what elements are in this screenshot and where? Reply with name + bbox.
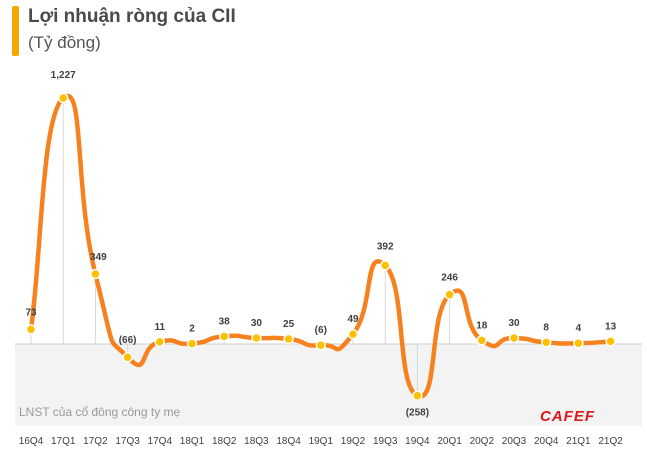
data-label-21Q2: 13 (605, 321, 617, 332)
x-tick-label-18Q1: 18Q1 (180, 436, 205, 447)
data-label-18Q1: 2 (189, 324, 195, 335)
data-point-18Q4 (283, 333, 294, 345)
data-point-19Q4 (412, 390, 423, 401)
x-tick-label-18Q2: 18Q2 (212, 436, 237, 447)
x-tick-label-17Q3: 17Q3 (115, 436, 140, 447)
x-tick-label-18Q3: 18Q3 (244, 436, 269, 447)
negative-area-band (15, 344, 642, 426)
data-label-20Q1: 246 (441, 273, 458, 284)
data-label-20Q4: 8 (543, 322, 549, 333)
data-point-21Q2 (605, 336, 616, 347)
data-label-17Q3: (66) (119, 335, 137, 346)
data-label-19Q1: (6) (315, 325, 327, 336)
x-tick-label-17Q4: 17Q4 (148, 436, 173, 447)
x-tick-label-19Q2: 19Q2 (341, 436, 366, 447)
data-point-19Q3 (379, 260, 391, 271)
chart-title: Lợi nhuận ròng của CII (28, 6, 236, 27)
x-tick-label-17Q1: 17Q1 (51, 436, 76, 447)
data-label-16Q4: 73 (25, 307, 37, 318)
data-label-18Q4: 25 (283, 319, 295, 330)
data-point-18Q1 (186, 338, 198, 349)
title-accent-bar (12, 6, 19, 56)
x-tick-label-20Q3: 20Q3 (502, 436, 527, 447)
data-label-18Q3: 30 (251, 318, 263, 329)
data-label-18Q2: 38 (219, 316, 231, 327)
data-label-19Q2: 49 (347, 314, 359, 325)
data-point-20Q2 (476, 335, 488, 346)
x-tick-label-19Q1: 19Q1 (309, 436, 334, 447)
data-label-17Q1: 1,227 (51, 70, 76, 81)
data-point-16Q4 (25, 324, 37, 335)
data-point-20Q4 (540, 337, 552, 348)
data-point-17Q3 (122, 351, 133, 363)
x-tick-label-20Q1: 20Q1 (437, 436, 462, 447)
data-label-19Q3: 392 (377, 241, 394, 252)
data-point-17Q2 (90, 268, 101, 280)
x-tick-label-19Q4: 19Q4 (405, 436, 430, 447)
x-tick-label-19Q3: 19Q3 (373, 436, 398, 447)
data-label-20Q2: 18 (476, 320, 488, 331)
x-tick-label-21Q1: 21Q1 (566, 436, 591, 447)
data-point-21Q1 (573, 337, 584, 349)
data-point-17Q4 (154, 336, 166, 348)
x-tick-label-20Q2: 20Q2 (470, 436, 495, 447)
data-label-17Q2: 349 (90, 252, 107, 263)
x-tick-label-20Q4: 20Q4 (534, 436, 559, 447)
x-tick-label-16Q4: 16Q4 (19, 436, 44, 447)
data-point-18Q2 (218, 331, 230, 342)
x-tick-label-17Q2: 17Q2 (83, 436, 108, 447)
x-tick-label-21Q2: 21Q2 (598, 436, 623, 447)
data-label-20Q3: 30 (508, 318, 520, 329)
data-point-17Q1 (57, 92, 69, 104)
x-tick-label-18Q4: 18Q4 (276, 436, 301, 447)
data-point-20Q1 (444, 289, 455, 300)
data-point-20Q3 (508, 332, 520, 344)
data-label-21Q1: 4 (576, 323, 582, 334)
footnote: LNST của cổ đông công ty mẹ (19, 405, 181, 419)
data-label-19Q4: (258) (406, 408, 429, 419)
data-point-18Q3 (251, 332, 262, 344)
data-point-19Q2 (347, 328, 359, 340)
data-label-17Q4: 11 (155, 322, 166, 333)
cafef-logo: CAFEF (540, 408, 595, 425)
chart-subtitle: (Tỷ đồng) (28, 33, 101, 52)
data-point-19Q1 (315, 339, 327, 351)
